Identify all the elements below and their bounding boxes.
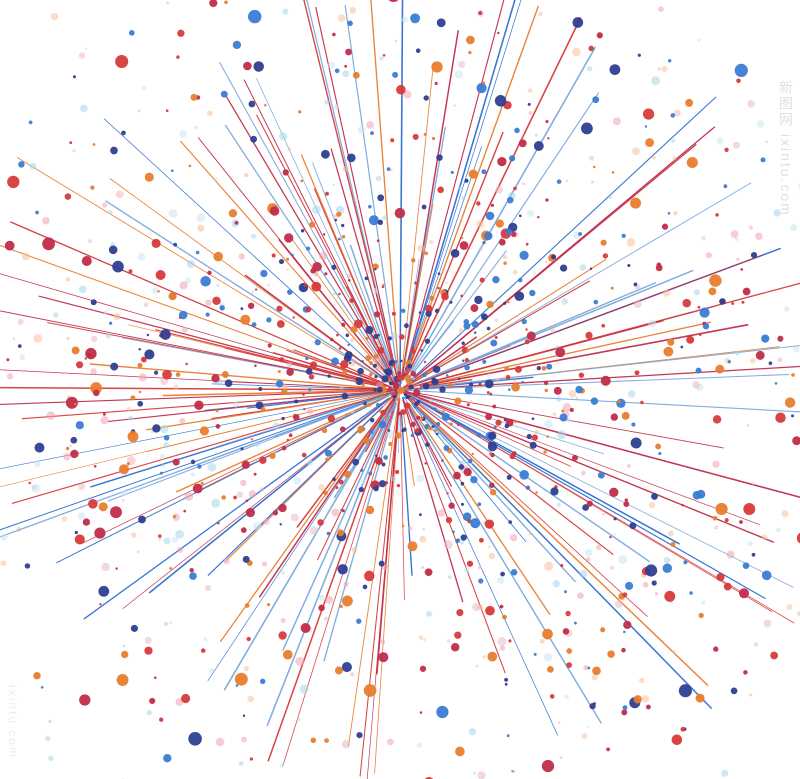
watermark-right: 新图网 ixintu.com: [776, 80, 796, 217]
canvas: 新图网 ixintu.com ixintu.com: [0, 0, 800, 779]
watermark-left: ixintu.com: [6, 685, 20, 759]
radial-burst-graphic: [0, 0, 800, 779]
